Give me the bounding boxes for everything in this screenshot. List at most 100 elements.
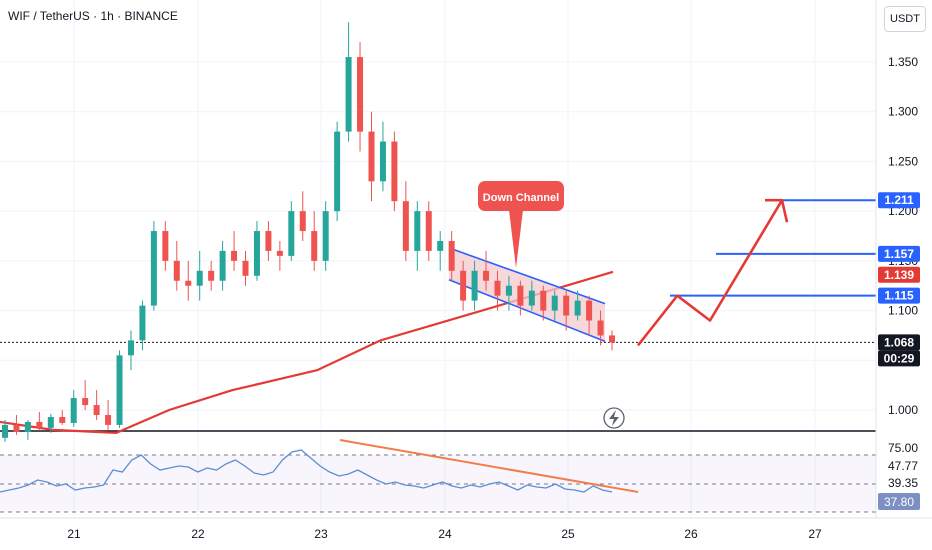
ma-price-tag: 1.139 <box>884 268 914 282</box>
callout-box <box>478 181 564 211</box>
candle-body <box>105 414 112 425</box>
projection-arrowhead <box>765 198 789 223</box>
candle-body <box>528 290 535 306</box>
candle-body <box>265 231 272 251</box>
ma-price-tag-bg <box>878 266 920 283</box>
rsi-tick-label: 75.00 <box>888 441 918 455</box>
rsi-tick-label: 39.35 <box>888 476 918 490</box>
candle-body <box>437 240 444 251</box>
lightning-icon <box>603 407 625 429</box>
candle-body <box>196 270 203 286</box>
candle-body <box>460 270 467 301</box>
candle-body <box>597 320 604 336</box>
time-tick-label: 26 <box>684 527 698 541</box>
rsi-pane <box>0 439 876 513</box>
candle-body <box>311 231 318 261</box>
candle-body <box>150 231 157 306</box>
candle-body <box>13 424 20 432</box>
candle-body <box>334 131 341 212</box>
candle-body <box>24 421 31 432</box>
callout-pointer <box>509 210 523 268</box>
candle-body <box>185 280 192 286</box>
candle-body <box>231 250 238 261</box>
candle-body <box>540 290 547 311</box>
target-price-tag-bg <box>878 245 920 262</box>
candle-body <box>70 398 77 423</box>
candle-body <box>471 270 478 301</box>
candle-body <box>345 57 352 132</box>
candle-body <box>219 250 226 281</box>
price-tick-label: 1.000 <box>888 403 918 417</box>
channel-upper-line <box>448 247 606 305</box>
candle-body <box>379 141 386 182</box>
rsi-line <box>0 449 613 493</box>
candle-body <box>563 295 570 316</box>
rsi-value-tag-bg <box>878 493 920 510</box>
candle-body <box>82 398 89 406</box>
candle-body <box>425 211 432 251</box>
chart-grid <box>0 0 932 519</box>
candle-body <box>139 305 146 341</box>
current-price-tag: 1.068 <box>884 335 914 349</box>
candle-body <box>93 405 100 415</box>
callout-label: Down Channel <box>483 192 559 204</box>
candle-body <box>59 416 66 423</box>
target-price-tag-bg <box>878 287 920 304</box>
candle-body <box>242 260 249 276</box>
time-tick-label: 22 <box>191 527 205 541</box>
rsi-tick-label: 47.77 <box>888 459 918 473</box>
candle-body <box>505 285 512 296</box>
price-tick-label: 1.250 <box>888 154 918 168</box>
time-tick-label: 27 <box>808 527 822 541</box>
candle-body <box>253 231 260 276</box>
candle-body <box>299 211 306 232</box>
candle-body <box>47 416 54 428</box>
candle-body <box>494 280 501 296</box>
current-price-tag-bg <box>878 334 920 351</box>
price-tick-label: 1.350 <box>888 55 918 69</box>
candle-body <box>2 424 8 438</box>
candle-body <box>357 57 364 132</box>
rsi-trendline <box>339 439 639 493</box>
candle-body <box>586 300 593 321</box>
candle-body <box>609 335 615 343</box>
target-price-tag: 1.157 <box>884 247 914 261</box>
time-tick-label: 21 <box>67 527 81 541</box>
target-price-tag: 1.211 <box>884 193 914 207</box>
candle-body <box>402 201 409 251</box>
candle-body <box>116 355 123 425</box>
time-tick-label: 23 <box>314 527 328 541</box>
down-channel-callout[interactable]: Down Channel <box>478 181 625 429</box>
price-tick-label: 1.300 <box>888 105 918 119</box>
candle-body <box>36 421 43 428</box>
candle-body <box>208 270 215 281</box>
candle-body <box>448 240 455 271</box>
countdown-tag: 00:29 <box>884 351 915 365</box>
projection-path <box>636 199 784 347</box>
projection-arrow[interactable] <box>636 198 789 347</box>
candle-body <box>551 295 558 311</box>
candle-body <box>162 231 169 261</box>
target-price-tag-bg <box>878 192 920 209</box>
candle-body <box>517 285 524 306</box>
time-tick-label: 24 <box>438 527 452 541</box>
candle-body <box>391 141 398 202</box>
time-axis[interactable]: 21 22 23 24 25 26 27 <box>67 527 822 541</box>
price-tick-label: 1.100 <box>888 304 918 318</box>
rsi-value-tag: 37.80 <box>884 495 914 509</box>
candle-body <box>414 211 421 251</box>
candlestick-series <box>2 22 615 442</box>
target-lines[interactable] <box>670 199 876 297</box>
symbol-header[interactable]: WIF / TetherUS · 1h · BINANCE <box>8 9 178 23</box>
candle-body <box>173 260 180 281</box>
countdown-tag-bg <box>878 350 920 367</box>
currency-button[interactable]: USDT <box>884 6 926 32</box>
candle-body <box>288 211 295 256</box>
price-axis[interactable]: 1.0001.0501.1001.1501.2001.2501.3001.350… <box>875 0 920 518</box>
candle-body <box>276 250 283 256</box>
candle-body <box>322 211 329 261</box>
candle-body <box>127 340 134 356</box>
candle-body <box>574 300 581 316</box>
candle-body <box>368 131 375 182</box>
